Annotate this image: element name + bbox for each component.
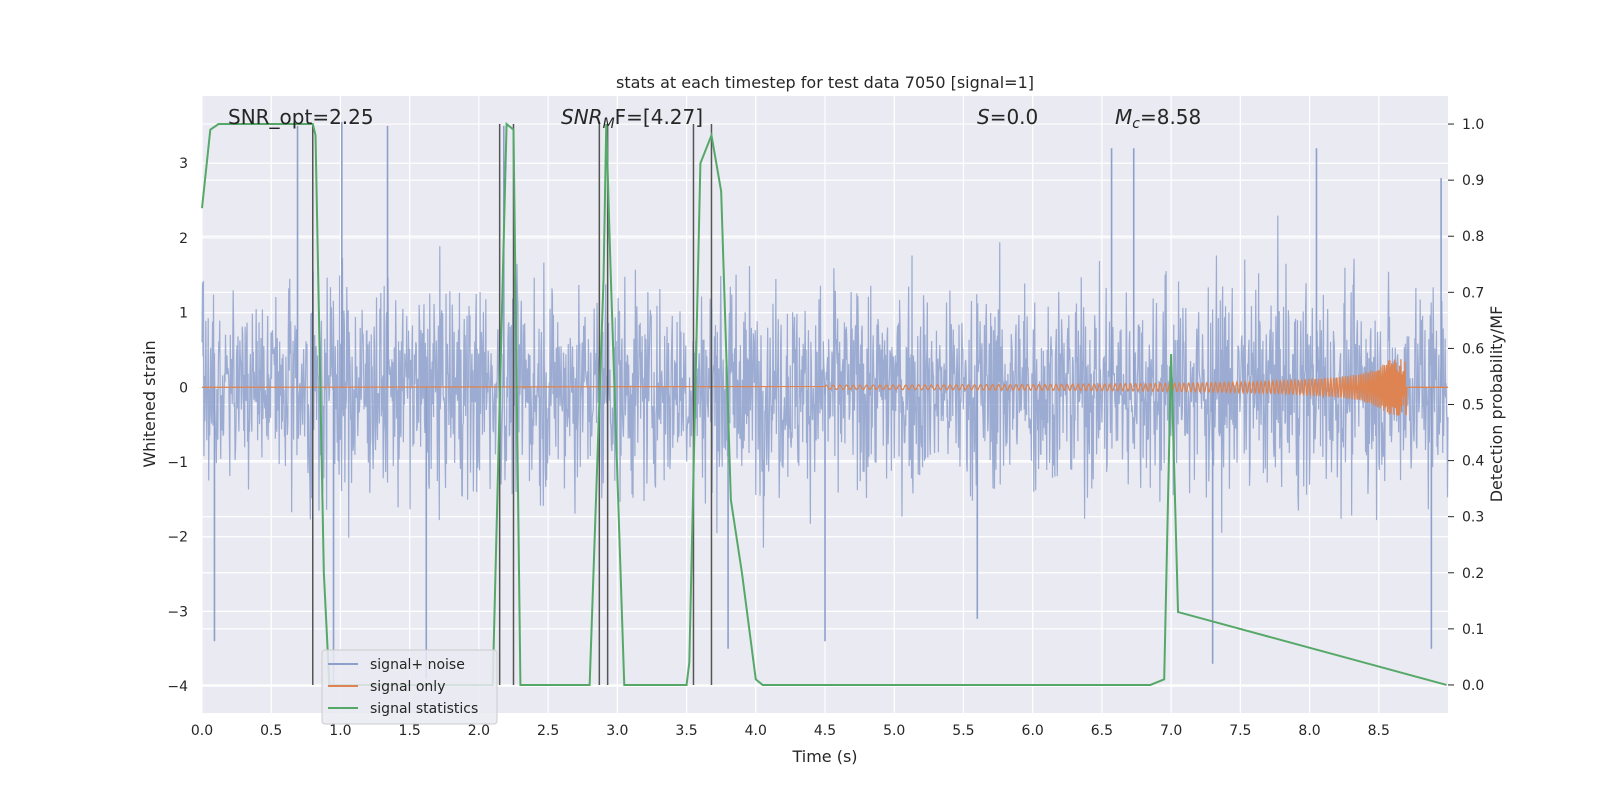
y-tick-label-left: 1 <box>179 306 188 322</box>
y-tick-label-left: −4 <box>167 679 188 695</box>
y-axis-label-right: Detection probability/MF <box>1487 306 1506 503</box>
y-tick-label-right: 1.0 <box>1462 117 1484 133</box>
x-tick-label: 1.0 <box>329 723 351 739</box>
y-tick-label-left: −1 <box>167 455 188 471</box>
legend-box <box>321 649 498 725</box>
y-tick-label-left: 0 <box>179 380 188 396</box>
y-tick-label-right: 0.6 <box>1462 341 1484 357</box>
x-tick-label: 8.0 <box>1298 723 1320 739</box>
snr-mf-annotation: SNRMF=[4.27] <box>561 105 703 132</box>
x-tick-label: 3.5 <box>675 723 697 739</box>
x-tick-label: 5.0 <box>883 723 905 739</box>
y-tick-label-right: 0.5 <box>1462 398 1484 414</box>
snr-opt-annotation: SNR_opt=2.25 <box>228 105 374 129</box>
x-tick-label: 2.0 <box>468 723 490 739</box>
y-tick-label-right: 0.1 <box>1462 622 1484 638</box>
y-tick-label-left: 2 <box>179 231 188 247</box>
y-tick-label-right: 0.9 <box>1462 173 1484 189</box>
legend: signal+ noise signal only signal statist… <box>321 649 498 725</box>
x-tick-label: 7.0 <box>1160 723 1182 739</box>
x-tick-label: 6.0 <box>1022 723 1044 739</box>
y-tick-label-left: −3 <box>167 604 188 620</box>
x-tick-label: 1.5 <box>399 723 421 739</box>
x-tick-label: 7.5 <box>1229 723 1251 739</box>
x-tick-label: 4.0 <box>745 723 767 739</box>
y-tick-label-right: 0.2 <box>1462 566 1484 582</box>
legend-label-stat: signal statistics <box>370 701 478 717</box>
signal-only-line <box>201 359 1448 416</box>
x-tick-label: 5.5 <box>952 723 974 739</box>
x-tick-label: 2.5 <box>537 723 559 739</box>
y-tick-label-right: 0.4 <box>1462 454 1484 470</box>
y-tick-label-right: 0.7 <box>1462 285 1484 301</box>
y-tick-label-right: 0.3 <box>1462 510 1484 526</box>
legend-label-noise: signal+ noise <box>370 657 465 673</box>
y-axis-label-left: Whitened strain <box>140 340 159 467</box>
signal-statistics-series <box>201 121 1447 686</box>
legend-label-signal: signal only <box>370 679 445 695</box>
y-tick-label-right: 0.0 <box>1462 678 1484 694</box>
x-tick-label: 4.5 <box>814 723 836 739</box>
chart-title: stats at each timestep for test data 705… <box>616 73 1034 92</box>
x-tick-label: 6.5 <box>1091 723 1113 739</box>
tick-labels: 0.0 0.5 1.0 1.5 2.0 2.5 3.0 3.5 4.0 4.5 5.0 5.5 6.0 6… <box>167 117 1484 739</box>
signal-only-series <box>201 359 1448 416</box>
x-tick-label: 0.5 <box>260 723 282 739</box>
y-tick-label-right: 0.8 <box>1462 229 1484 245</box>
signal-noise-series <box>201 122 1449 687</box>
y-tick-label-left: 3 <box>179 156 188 172</box>
x-axis-label: Time (s) <box>791 747 857 766</box>
signal-statistics-line <box>201 121 1447 686</box>
mc-annotation: Mc=8.58 <box>1115 105 1201 132</box>
x-tick-label: 8.5 <box>1368 723 1390 739</box>
s-annotation: S=0.0 <box>977 105 1038 129</box>
x-tick-label: 0.0 <box>191 723 213 739</box>
y-tick-label-left: −2 <box>167 530 188 546</box>
x-tick-label: 3.0 <box>606 723 628 739</box>
